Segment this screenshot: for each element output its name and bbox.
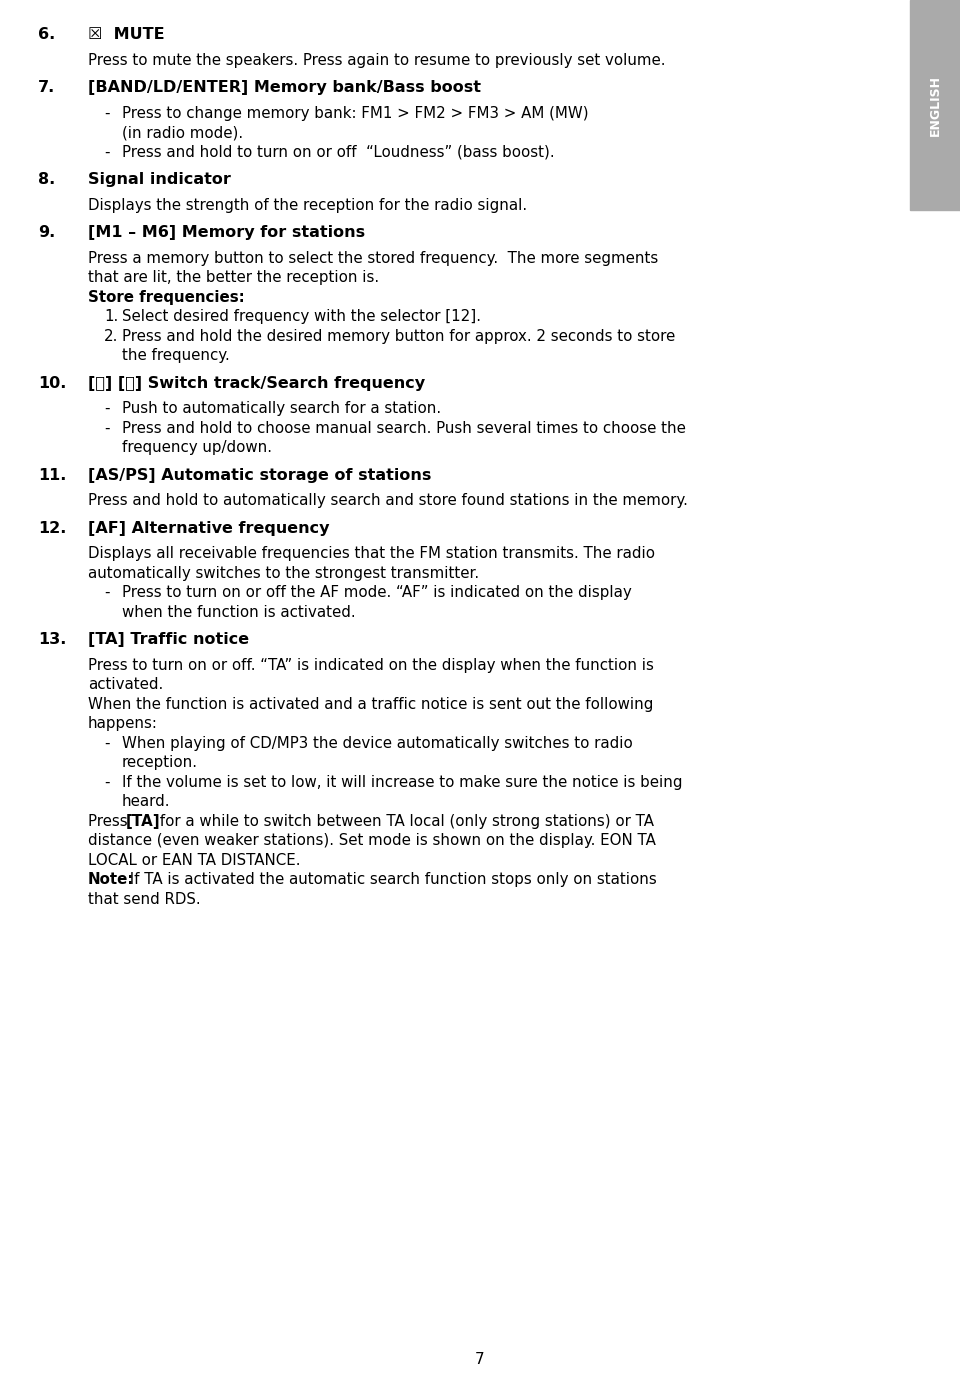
Text: (in radio mode).: (in radio mode). [122, 124, 243, 140]
Text: -: - [104, 585, 109, 600]
Text: Press a memory button to select the stored frequency.  The more segments: Press a memory button to select the stor… [88, 250, 659, 265]
Text: 7.: 7. [38, 80, 56, 95]
Bar [910, 0, 960, 210]
Text: Signal indicator: Signal indicator [88, 171, 230, 187]
Text: Press and hold to choose manual search. Push several times to choose the: Press and hold to choose manual search. … [122, 420, 685, 435]
Text: -: - [104, 401, 109, 416]
Text: [AS/PS] Automatic storage of stations: [AS/PS] Automatic storage of stations [88, 467, 431, 482]
Text: 12.: 12. [38, 521, 66, 535]
Text: frequency up/down.: frequency up/down. [122, 439, 272, 455]
Text: Store frequencies:: Store frequencies: [88, 289, 245, 304]
Text: heard.: heard. [122, 795, 171, 808]
Text: reception.: reception. [122, 755, 198, 770]
Text: for a while to switch between TA local (only strong stations) or TA: for a while to switch between TA local (… [155, 814, 654, 828]
Text: 2.: 2. [104, 329, 118, 344]
Text: activated.: activated. [88, 677, 163, 692]
Text: 10.: 10. [38, 376, 66, 391]
Text: When the function is activated and a traffic notice is sent out the following: When the function is activated and a tra… [88, 697, 654, 712]
Text: 6.: 6. [38, 28, 56, 41]
Text: If TA is activated the automatic search function stops only on stations: If TA is activated the automatic search … [125, 872, 657, 887]
Text: [⏮] [⏭] Switch track/Search frequency: [⏮] [⏭] Switch track/Search frequency [88, 376, 425, 391]
Text: that are lit, the better the reception is.: that are lit, the better the reception i… [88, 269, 379, 285]
Text: Press and hold the desired memory button for approx. 2 seconds to store: Press and hold the desired memory button… [122, 329, 675, 344]
Text: the frequency.: the frequency. [122, 348, 229, 363]
Text: ENGLISH: ENGLISH [928, 75, 942, 135]
Text: Press and hold to automatically search and store found stations in the memory.: Press and hold to automatically search a… [88, 493, 688, 509]
Text: Note:: Note: [88, 872, 134, 887]
Text: Press and hold to turn on or off  “Loudness” (bass boost).: Press and hold to turn on or off “Loudne… [122, 145, 555, 159]
Text: Press to turn on or off. “TA” is indicated on the display when the function is: Press to turn on or off. “TA” is indicat… [88, 658, 654, 673]
Text: -: - [104, 420, 109, 435]
Text: If the volume is set to low, it will increase to make sure the notice is being: If the volume is set to low, it will inc… [122, 774, 683, 789]
Text: 9.: 9. [38, 225, 56, 240]
Text: -: - [104, 735, 109, 750]
Text: happens:: happens: [88, 716, 157, 731]
Text: Press to change memory bank: FM1 > FM2 > FM3 > AM (MW): Press to change memory bank: FM1 > FM2 >… [122, 105, 588, 120]
Text: [TA] Traffic notice: [TA] Traffic notice [88, 632, 250, 647]
Text: 1.: 1. [104, 310, 118, 323]
Text: 7: 7 [475, 1353, 485, 1368]
Text: [TA]: [TA] [126, 814, 160, 828]
Text: ☒  MUTE: ☒ MUTE [88, 28, 164, 41]
Text: -: - [104, 774, 109, 789]
Text: that send RDS.: that send RDS. [88, 891, 201, 907]
Text: When playing of CD/MP3 the device automatically switches to radio: When playing of CD/MP3 the device automa… [122, 735, 633, 750]
Text: Push to automatically search for a station.: Push to automatically search for a stati… [122, 401, 442, 416]
Text: automatically switches to the strongest transmitter.: automatically switches to the strongest … [88, 565, 479, 580]
Text: [M1 – M6] Memory for stations: [M1 – M6] Memory for stations [88, 225, 365, 240]
Text: -: - [104, 105, 109, 120]
Text: -: - [104, 145, 109, 159]
Text: 13.: 13. [38, 632, 66, 647]
Text: Press to mute the speakers. Press again to resume to previously set volume.: Press to mute the speakers. Press again … [88, 53, 665, 68]
Text: Select desired frequency with the selector [12].: Select desired frequency with the select… [122, 310, 481, 323]
Text: distance (even weaker stations). Set mode is shown on the display. EON TA: distance (even weaker stations). Set mod… [88, 833, 656, 849]
Text: Press to turn on or off the AF mode. “AF” is indicated on the display: Press to turn on or off the AF mode. “AF… [122, 585, 632, 600]
Text: [BAND/LD/ENTER] Memory bank/Bass boost: [BAND/LD/ENTER] Memory bank/Bass boost [88, 80, 481, 95]
Text: when the function is activated.: when the function is activated. [122, 604, 355, 619]
Text: 11.: 11. [38, 467, 66, 482]
Text: Displays the strength of the reception for the radio signal.: Displays the strength of the reception f… [88, 198, 527, 213]
Text: Press: Press [88, 814, 132, 828]
Text: LOCAL or EAN TA DISTANCE.: LOCAL or EAN TA DISTANCE. [88, 853, 300, 868]
Text: 8.: 8. [38, 171, 56, 187]
Text: Displays all receivable frequencies that the FM station transmits. The radio: Displays all receivable frequencies that… [88, 546, 655, 561]
Text: [AF] Alternative frequency: [AF] Alternative frequency [88, 521, 329, 535]
